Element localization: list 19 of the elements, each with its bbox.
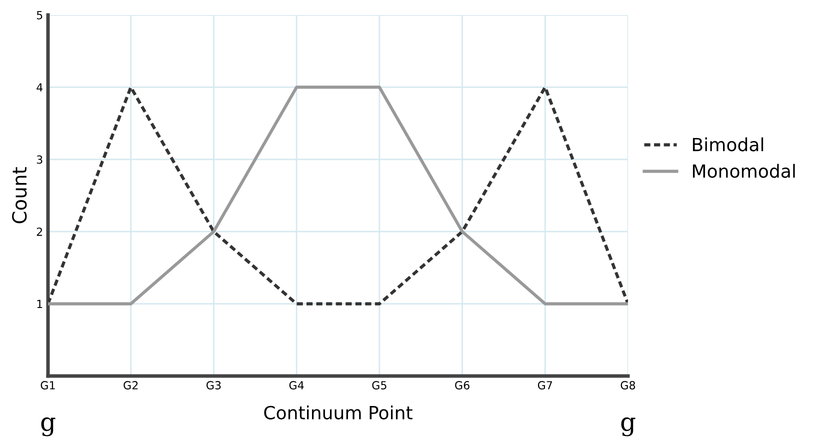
legend-label: Bimodal <box>692 137 764 152</box>
legend-label: Monomodal <box>692 164 795 178</box>
y-axis-title: Count <box>12 167 27 224</box>
y-tick-label: 5 <box>36 11 42 20</box>
x-tick-label: G8 <box>620 381 636 390</box>
y-tick-label: 2 <box>36 228 42 236</box>
x-axis-title: Continuum Point <box>264 406 412 420</box>
x-tick-label: G6 <box>455 381 470 390</box>
x-tick-label: G4 <box>289 381 304 390</box>
x-tick-label: G1 <box>40 381 55 390</box>
x-tick-label: G7 <box>538 381 552 390</box>
x-tick-label: G5 <box>372 381 386 390</box>
x-tick-label: G3 <box>206 381 221 390</box>
text: g <box>621 417 636 436</box>
y-tick-label: 4 <box>36 83 43 92</box>
text: g <box>41 417 56 436</box>
y-tick-label: 3 <box>36 155 42 164</box>
x-tick-label: G2 <box>124 381 138 390</box>
y-tick-label: 1 <box>37 300 42 308</box>
